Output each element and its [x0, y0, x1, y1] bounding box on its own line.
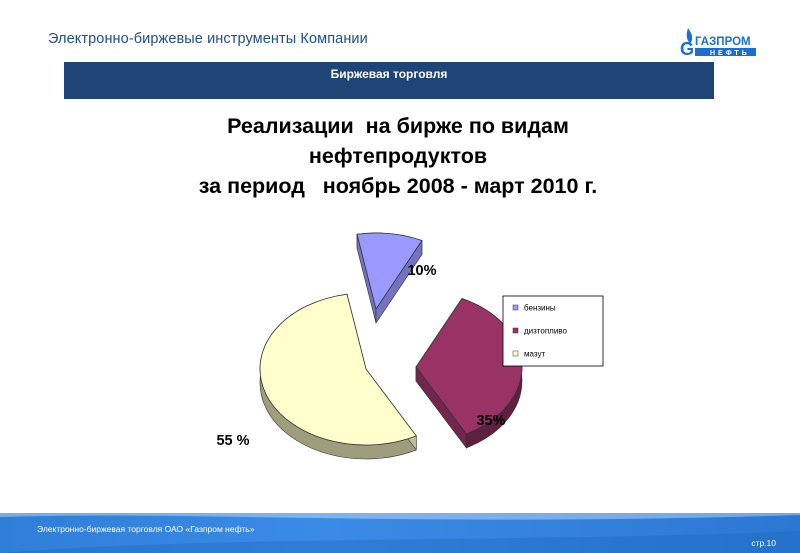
legend-swatch-3	[512, 350, 519, 357]
footer-wave-decoration	[0, 513, 800, 553]
logo-letter: G	[680, 39, 694, 59]
logo-text-main: ГАЗПРОМ	[695, 36, 751, 48]
pie-slice-1	[356, 232, 423, 324]
legend-label-1: бензины	[524, 304, 556, 313]
legend-box	[502, 295, 604, 367]
logo-text-sub: НЕФТЬ	[710, 50, 750, 57]
pie-slice-3	[259, 293, 417, 460]
chart-title-line-3: за период ноябрь 2008 - март 2010 г.	[198, 174, 598, 198]
footer-bar: Электронно-биржевая торговля ОАО «Газпро…	[0, 513, 800, 553]
chart-title: Реализации на бирже по видам нефтепродук…	[148, 111, 648, 201]
section-title: Биржевая торговля	[330, 67, 448, 81]
legend-label-3: мазут	[524, 350, 545, 359]
page-header-title: Электронно-биржевые инструменты Компании	[48, 31, 368, 47]
gazprom-neft-logo: G ГАЗПРОМ НЕФТЬ	[680, 28, 756, 59]
chart-legend: бензины дизтопливо мазут	[502, 295, 604, 367]
pie-slice-top-1	[356, 232, 423, 310]
legend-swatch-2	[512, 327, 519, 334]
legend-label-2: дизтопливо	[524, 327, 567, 336]
footer-text: Электронно-биржевая торговля ОАО «Газпро…	[37, 524, 255, 534]
data-label-2: 35%	[476, 413, 505, 429]
page-number: стр.10	[751, 538, 776, 548]
chart-title-line-1: Реализации на бирже по видам	[227, 114, 569, 138]
data-label-1: 10%	[407, 263, 436, 279]
flame-icon	[686, 28, 693, 44]
pie-slice-2	[415, 297, 523, 449]
data-label-3: 55 %	[216, 433, 249, 449]
section-bar: Биржевая торговля	[64, 62, 714, 99]
pie-layer: 10% 35% 55 %	[216, 232, 523, 460]
pie-slice-top-3	[259, 293, 417, 446]
chart-title-line-2: нефтепродуктов	[308, 144, 488, 168]
legend-swatch-1	[512, 304, 519, 311]
